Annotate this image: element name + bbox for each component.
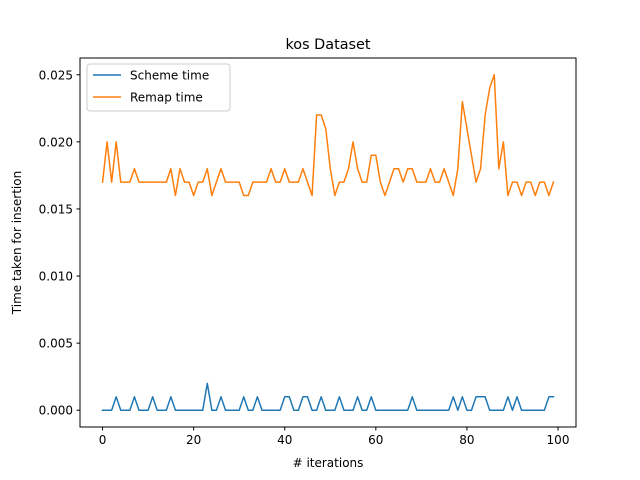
legend-label-remap-time: Remap time bbox=[130, 91, 203, 105]
x-tick-label: 0 bbox=[99, 433, 107, 447]
legend-label-scheme-time: Scheme time bbox=[130, 69, 209, 83]
legend-frame bbox=[86, 63, 231, 112]
axis-ticks: 0 20 40 60 80 100 0.000 0.005 0.010 0.015 0.020 0.0… bbox=[39, 68, 570, 447]
x-tick-label: 100 bbox=[547, 433, 570, 447]
series-line-scheme-time bbox=[101, 382, 555, 411]
y-tick-label: 0.015 bbox=[39, 202, 73, 216]
x-tick-label: 40 bbox=[277, 433, 292, 447]
legend: Scheme time Remap time bbox=[86, 63, 231, 112]
y-tick-label: 0.010 bbox=[39, 270, 73, 284]
x-tick-label: 60 bbox=[368, 433, 383, 447]
x-axis-label: # iterations bbox=[293, 456, 364, 470]
series-line-remap-time bbox=[101, 74, 555, 197]
y-tick-label: 0.025 bbox=[39, 68, 73, 82]
y-tick-label: 0.000 bbox=[39, 404, 73, 418]
series-lines bbox=[101, 74, 555, 411]
x-tick-label: 80 bbox=[459, 433, 474, 447]
chart-title: kos Dataset bbox=[285, 37, 370, 53]
x-tick-label: 20 bbox=[186, 433, 201, 447]
y-tick-label: 0.005 bbox=[39, 337, 73, 351]
y-tick-label: 0.020 bbox=[39, 135, 73, 149]
y-axis-label: Time taken for insertion bbox=[10, 171, 24, 315]
plot-frame bbox=[79, 57, 577, 428]
